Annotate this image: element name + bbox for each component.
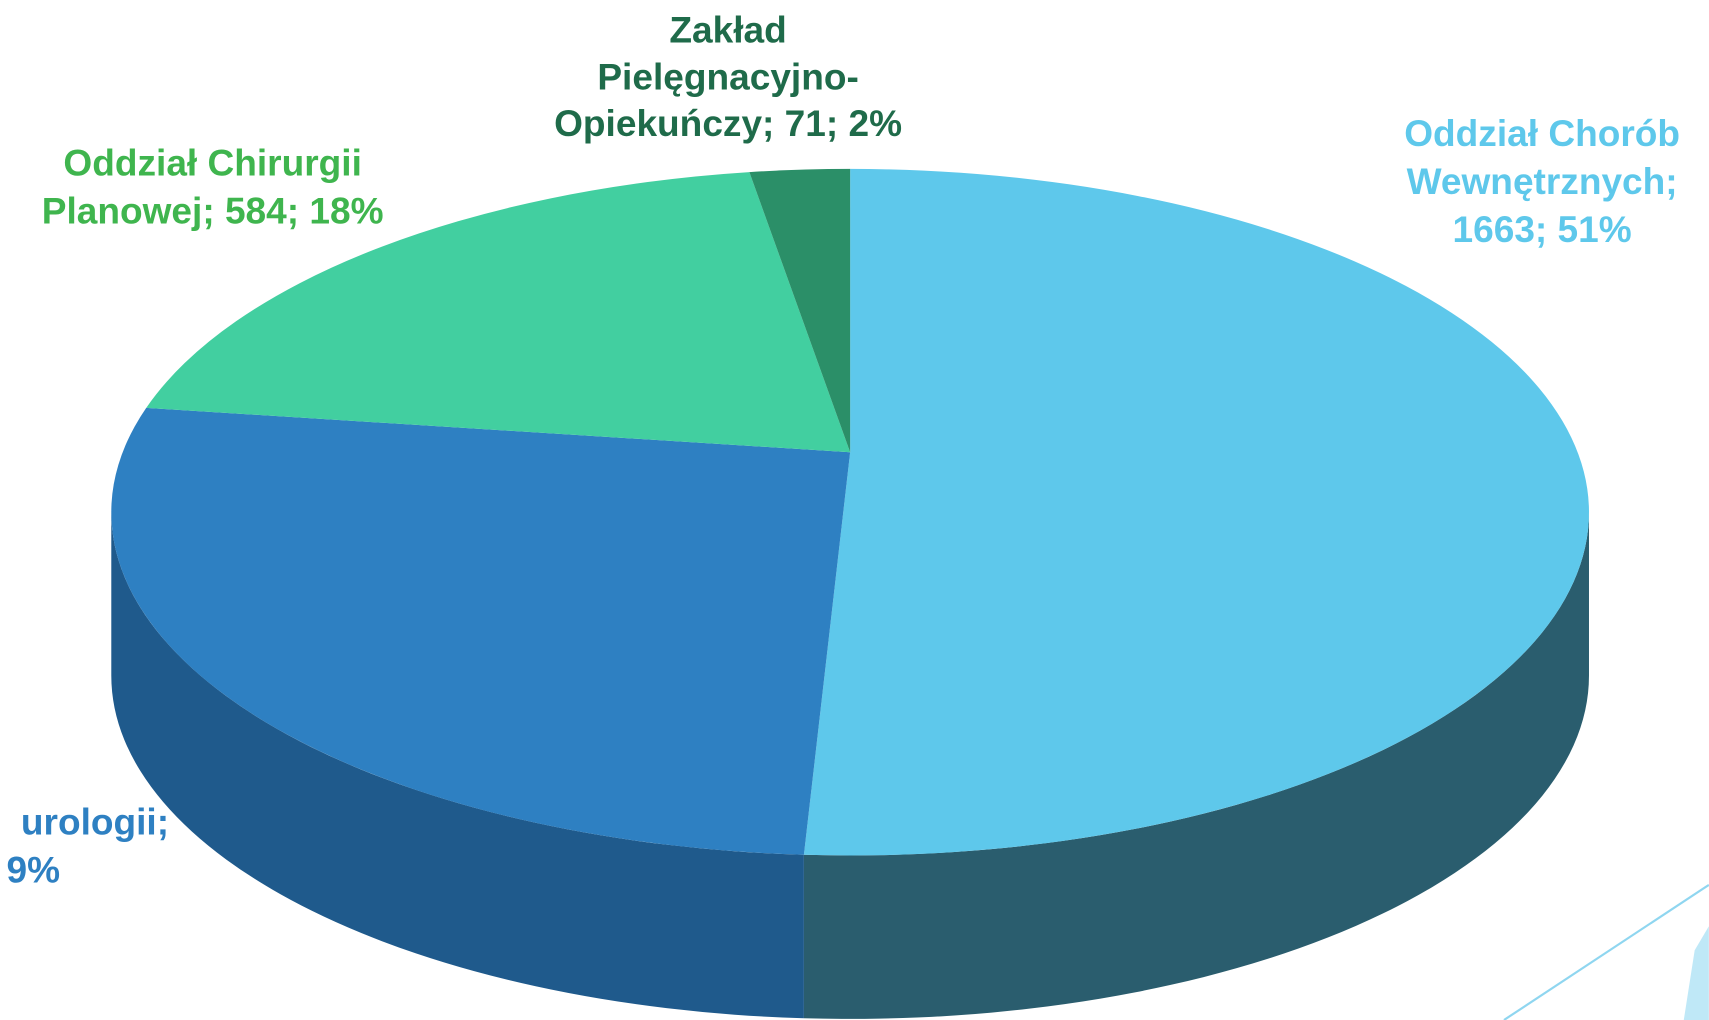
slice-label: 9% — [7, 849, 61, 891]
slice-label: Pielęgnacyjno- — [597, 55, 858, 97]
pie-slice — [146, 172, 851, 453]
slice-label: Oddział Chorób — [1404, 112, 1680, 154]
pie-slice — [749, 168, 851, 453]
slice-label: Opiekuńczy; 71; 2% — [554, 102, 902, 144]
slice-label: Planowej; 584; 18% — [42, 189, 384, 231]
slice-label: Zakład — [669, 8, 786, 50]
pie-slice — [111, 407, 851, 855]
slice-label: 1663; 51% — [1453, 208, 1632, 250]
slice-label: Wewnętrznych; — [1407, 160, 1678, 202]
decor-line — [1503, 883, 1709, 1020]
slice-label: Oddział Chirurgii — [63, 141, 361, 183]
decor-shape — [1683, 926, 1709, 1020]
slice-label: urologii; — [21, 801, 169, 843]
pie-slice — [803, 168, 1589, 856]
pie-side — [803, 512, 1589, 1019]
pie-side — [111, 512, 804, 1019]
